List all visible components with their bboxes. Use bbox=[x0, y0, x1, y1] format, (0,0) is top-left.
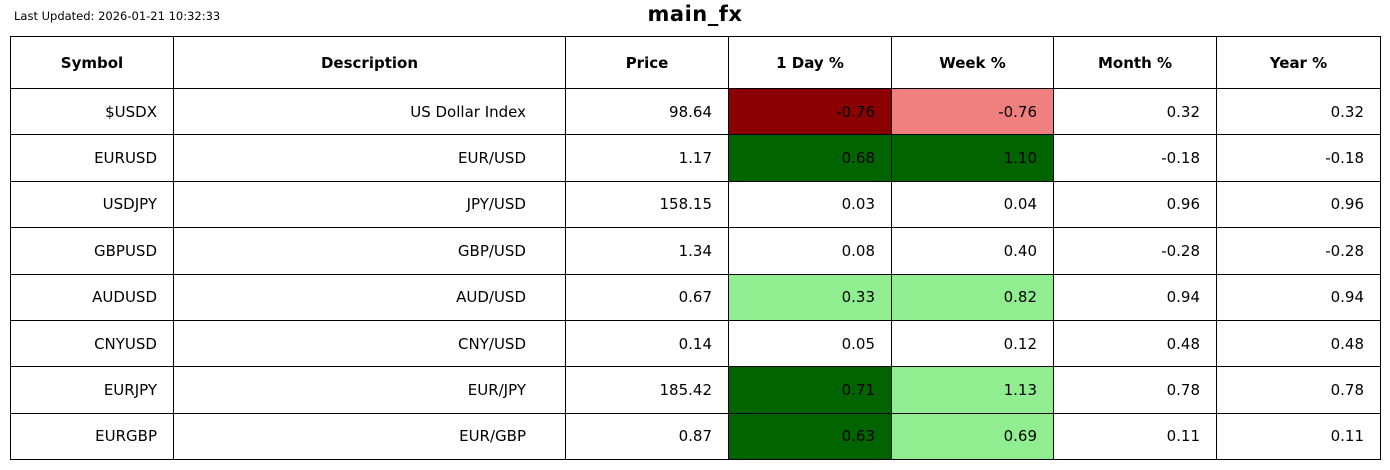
col-header-month-pct: Month % bbox=[1053, 36, 1217, 89]
description-cell: EUR/USD bbox=[173, 134, 566, 182]
price-cell: 158.15 bbox=[565, 180, 729, 229]
week-pct-cell: 0.82 bbox=[891, 273, 1054, 321]
month-pct-cell: -0.28 bbox=[1053, 227, 1217, 275]
table-row: AUDUSD AUD/USD 0.67 0.33 0.82 0.94 0.94 bbox=[10, 273, 1381, 321]
col-header-description: Description bbox=[173, 36, 566, 89]
description-cell: AUD/USD bbox=[173, 273, 566, 321]
week-pct-cell: 0.04 bbox=[891, 180, 1054, 229]
week-pct-cell: 0.12 bbox=[891, 319, 1054, 368]
description-cell: EUR/GBP bbox=[173, 412, 566, 461]
col-header-symbol: Symbol bbox=[10, 36, 174, 89]
col-header-year-pct: Year % bbox=[1216, 36, 1381, 89]
price-cell: 1.34 bbox=[565, 227, 729, 275]
symbol-cell: CNYUSD bbox=[10, 319, 174, 368]
header-row: Symbol Description Price 1 Day % Week % … bbox=[10, 36, 1381, 89]
day-pct-cell: 0.68 bbox=[728, 134, 892, 182]
table-row: EURJPY EUR/JPY 185.42 0.71 1.13 0.78 0.7… bbox=[10, 366, 1381, 414]
price-cell: 0.67 bbox=[565, 273, 729, 321]
last-updated-label: Last Updated: 2026-01-21 10:32:33 bbox=[14, 9, 221, 23]
price-cell: 0.14 bbox=[565, 319, 729, 368]
description-cell: JPY/USD bbox=[173, 180, 566, 229]
description-cell: EUR/JPY bbox=[173, 366, 566, 414]
fx-table: Symbol Description Price 1 Day % Week % … bbox=[10, 36, 1381, 461]
year-pct-cell: -0.18 bbox=[1216, 134, 1381, 182]
col-header-price: Price bbox=[565, 36, 729, 89]
symbol-cell: EURUSD bbox=[10, 134, 174, 182]
month-pct-cell: 0.96 bbox=[1053, 180, 1217, 229]
table-row: EURUSD EUR/USD 1.17 0.68 1.10 -0.18 -0.1… bbox=[10, 134, 1381, 182]
year-pct-cell: 0.78 bbox=[1216, 366, 1381, 414]
year-pct-cell: 0.11 bbox=[1216, 412, 1381, 461]
week-pct-cell: 0.69 bbox=[891, 412, 1054, 461]
day-pct-cell: 0.63 bbox=[728, 412, 892, 461]
month-pct-cell: 0.32 bbox=[1053, 87, 1217, 136]
price-cell: 98.64 bbox=[565, 87, 729, 136]
symbol-cell: EURGBP bbox=[10, 412, 174, 461]
day-pct-cell: 0.71 bbox=[728, 366, 892, 414]
price-cell: 185.42 bbox=[565, 366, 729, 414]
table-row: CNYUSD CNY/USD 0.14 0.05 0.12 0.48 0.48 bbox=[10, 319, 1381, 368]
day-pct-cell: -0.76 bbox=[728, 87, 892, 136]
description-cell: US Dollar Index bbox=[173, 87, 566, 136]
price-cell: 0.87 bbox=[565, 412, 729, 461]
symbol-cell: USDJPY bbox=[10, 180, 174, 229]
description-cell: CNY/USD bbox=[173, 319, 566, 368]
year-pct-cell: 0.96 bbox=[1216, 180, 1381, 229]
month-pct-cell: 0.94 bbox=[1053, 273, 1217, 321]
col-header-week-pct: Week % bbox=[891, 36, 1054, 89]
symbol-cell: EURJPY bbox=[10, 366, 174, 414]
day-pct-cell: 0.33 bbox=[728, 273, 892, 321]
week-pct-cell: 1.10 bbox=[891, 134, 1054, 182]
table-row: GBPUSD GBP/USD 1.34 0.08 0.40 -0.28 -0.2… bbox=[10, 227, 1381, 275]
week-pct-cell: 0.40 bbox=[891, 227, 1054, 275]
page-title: main_fx bbox=[647, 2, 743, 26]
month-pct-cell: -0.18 bbox=[1053, 134, 1217, 182]
month-pct-cell: 0.11 bbox=[1053, 412, 1217, 461]
table-row: EURGBP EUR/GBP 0.87 0.63 0.69 0.11 0.11 bbox=[10, 412, 1381, 461]
year-pct-cell: 0.48 bbox=[1216, 319, 1381, 368]
symbol-cell: GBPUSD bbox=[10, 227, 174, 275]
symbol-cell: $USDX bbox=[10, 87, 174, 136]
year-pct-cell: 0.32 bbox=[1216, 87, 1381, 136]
table-row: $USDX US Dollar Index 98.64 -0.76 -0.76 … bbox=[10, 87, 1381, 136]
week-pct-cell: -0.76 bbox=[891, 87, 1054, 136]
description-cell: GBP/USD bbox=[173, 227, 566, 275]
price-cell: 1.17 bbox=[565, 134, 729, 182]
symbol-cell: AUDUSD bbox=[10, 273, 174, 321]
col-header-day-pct: 1 Day % bbox=[728, 36, 892, 89]
day-pct-cell: 0.03 bbox=[728, 180, 892, 229]
year-pct-cell: -0.28 bbox=[1216, 227, 1381, 275]
year-pct-cell: 0.94 bbox=[1216, 273, 1381, 321]
week-pct-cell: 1.13 bbox=[891, 366, 1054, 414]
day-pct-cell: 0.05 bbox=[728, 319, 892, 368]
month-pct-cell: 0.48 bbox=[1053, 319, 1217, 368]
table-row: USDJPY JPY/USD 158.15 0.03 0.04 0.96 0.9… bbox=[10, 180, 1381, 229]
month-pct-cell: 0.78 bbox=[1053, 366, 1217, 414]
day-pct-cell: 0.08 bbox=[728, 227, 892, 275]
